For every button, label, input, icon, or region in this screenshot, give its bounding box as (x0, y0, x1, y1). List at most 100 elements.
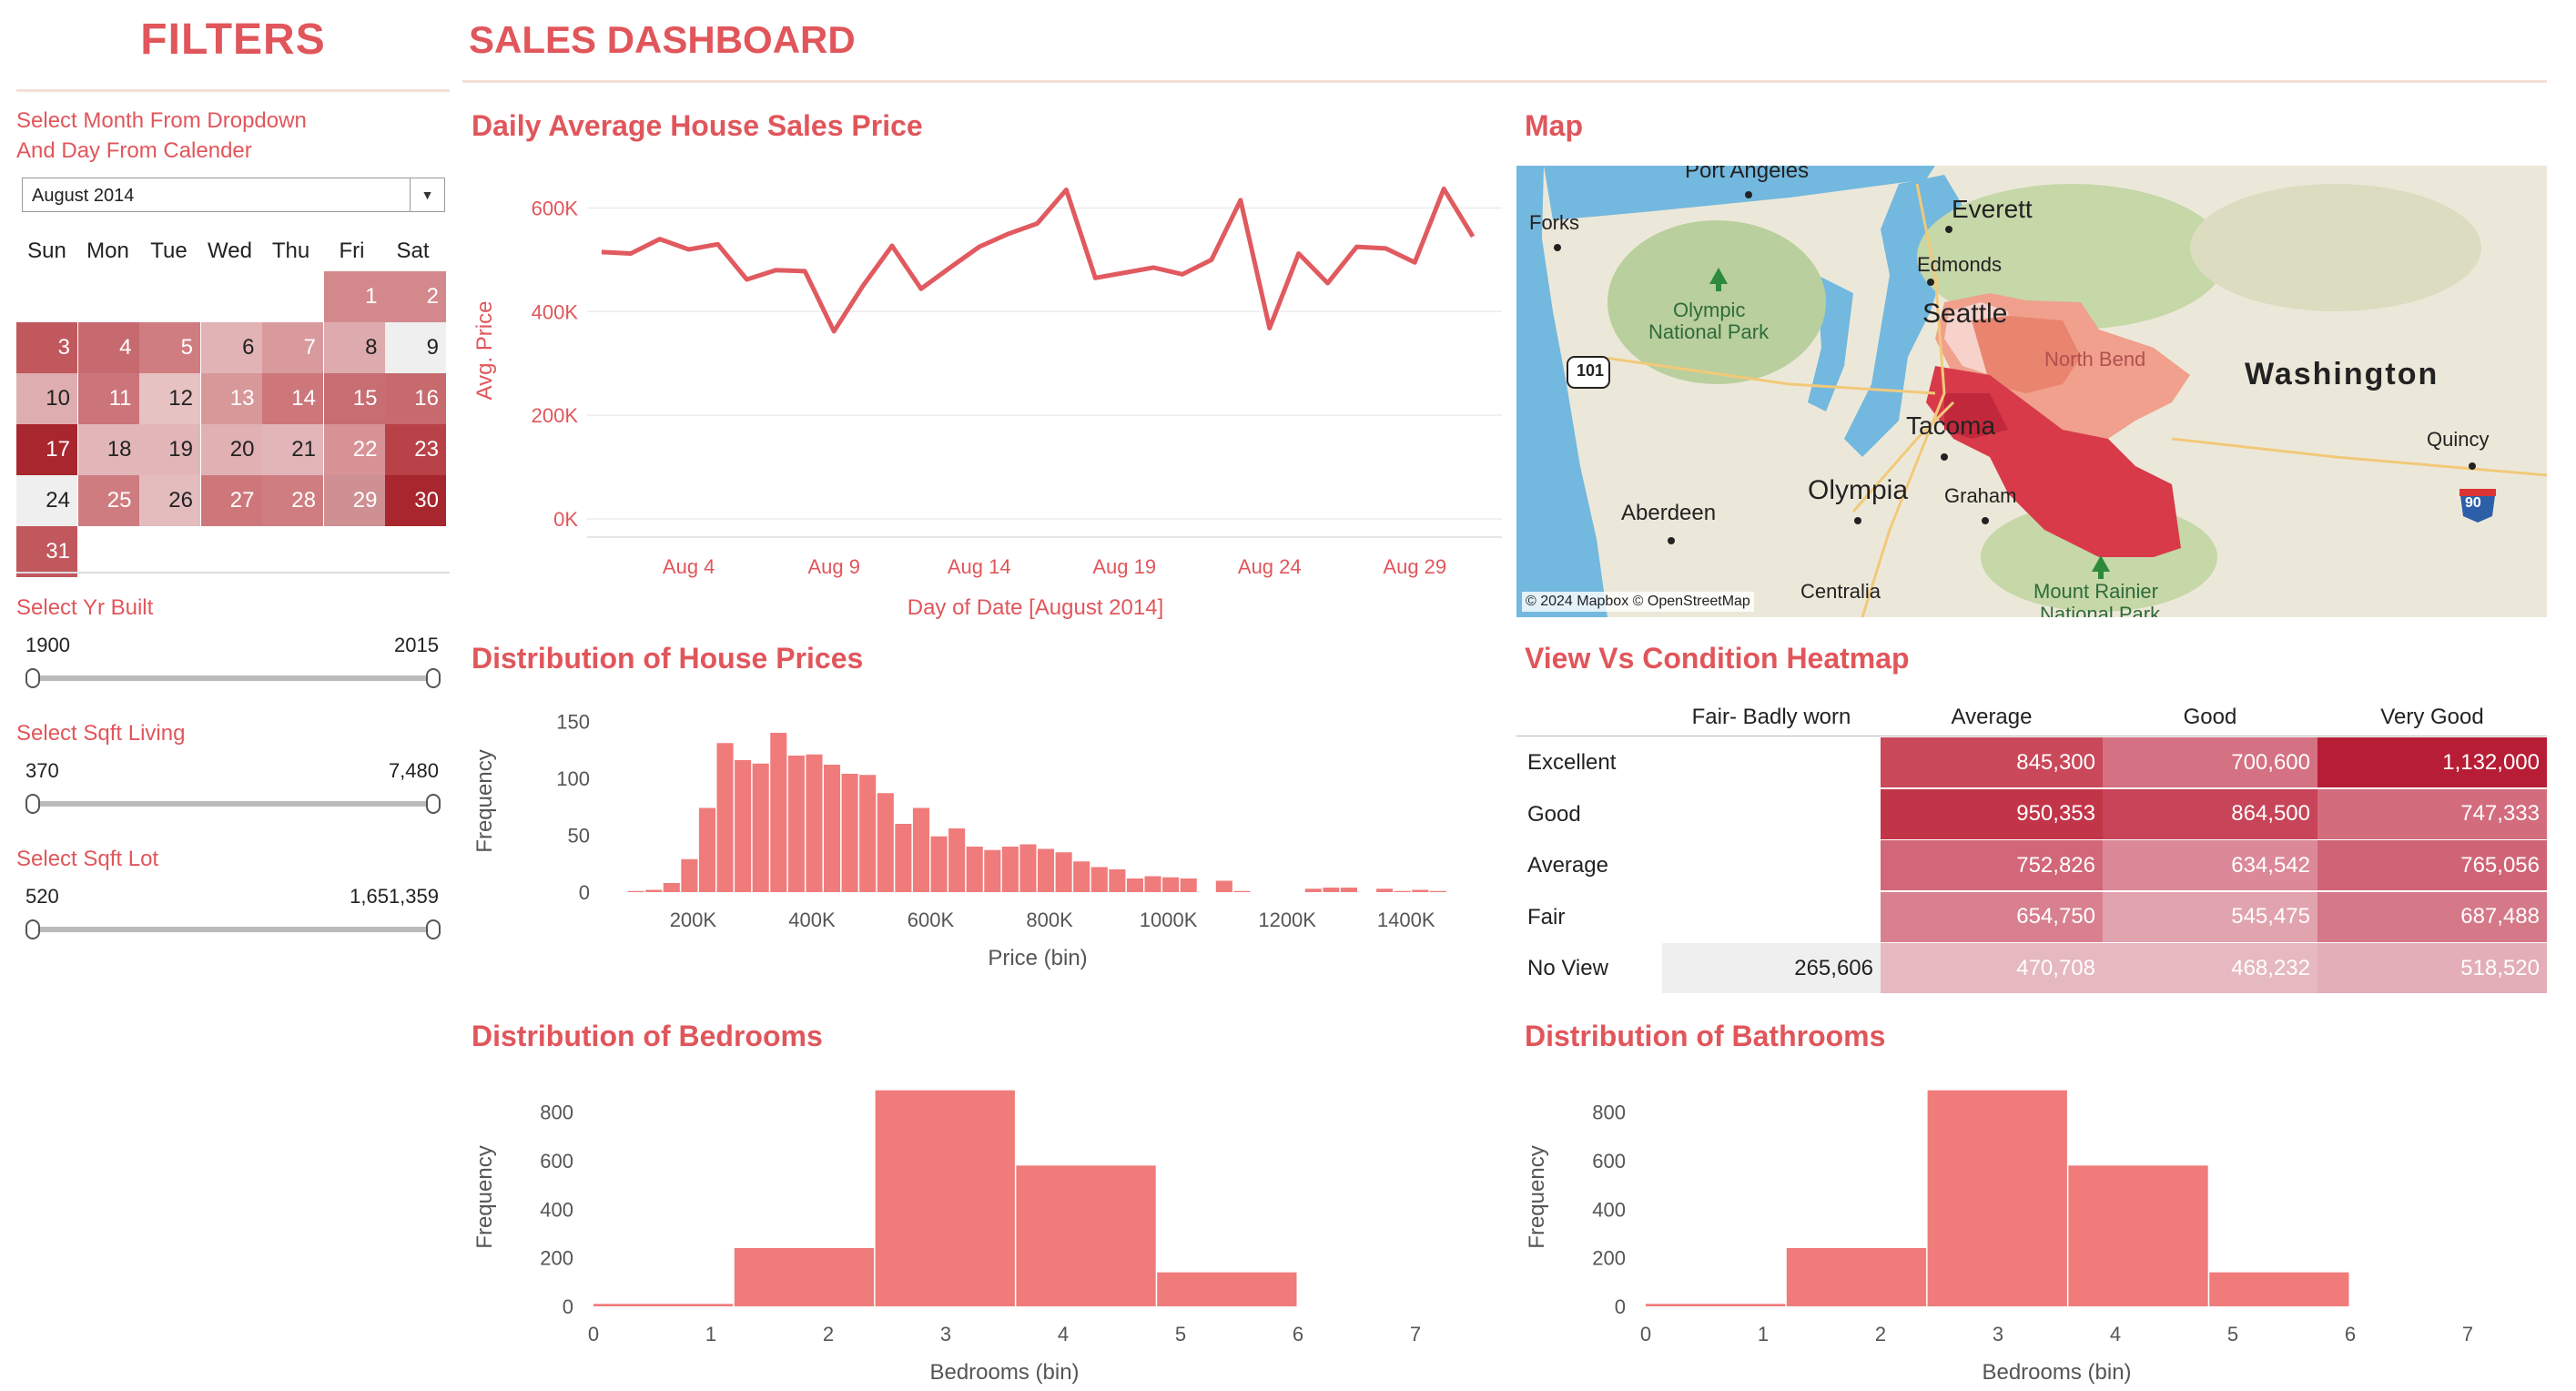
heatmap-cell[interactable]: 634,542 (2103, 840, 2317, 890)
histogram-bar[interactable] (698, 807, 715, 893)
histogram-bar[interactable] (984, 849, 1001, 892)
heatmap-cell[interactable]: 747,333 (2317, 788, 2547, 839)
price-distribution-histogram[interactable]: 150 100 50 0 200K 400K 600K 800K 1000K 1200K 1400K… (464, 683, 1511, 992)
histogram-bar[interactable] (806, 754, 823, 892)
histogram-bar[interactable] (1073, 861, 1090, 892)
heatmap-cell[interactable]: 265,606 (1662, 943, 1881, 993)
histogram-bar[interactable] (1157, 1272, 1297, 1306)
calendar-day-19[interactable]: 19 (139, 424, 200, 475)
histogram-bar[interactable] (875, 1090, 1015, 1306)
histogram-bar[interactable] (1016, 1165, 1156, 1306)
histogram-bar[interactable] (966, 847, 983, 892)
heatmap-cell[interactable] (1662, 788, 1881, 839)
histogram-bar[interactable] (593, 1304, 734, 1306)
slider-track[interactable] (33, 675, 433, 681)
heatmap-cell[interactable]: 687,488 (2317, 891, 2547, 942)
histogram-bar[interactable] (1126, 878, 1143, 892)
calendar-day-2[interactable]: 2 (385, 271, 446, 322)
calendar-day-23[interactable]: 23 (385, 424, 446, 475)
histogram-bar[interactable] (681, 858, 698, 892)
slider-min-handle[interactable] (25, 668, 40, 688)
map-attribution[interactable]: © 2024 Mapbox © OpenStreetMap (1522, 592, 1754, 612)
histogram-bar[interactable] (877, 793, 894, 892)
daily-average-price-line-chart[interactable]: 600K 400K 200K 0K Aug 4 Aug 9 Aug 14 Aug 19 Aug … (464, 155, 1511, 619)
slider-max-handle[interactable] (426, 794, 441, 814)
calendar-day-18[interactable]: 18 (77, 424, 139, 475)
histogram-bar[interactable] (1304, 888, 1322, 892)
histogram-bar[interactable] (735, 760, 752, 892)
calendar-day-21[interactable]: 21 (262, 424, 323, 475)
histogram-bar[interactable] (1162, 877, 1180, 892)
calendar-day-13[interactable]: 13 (200, 373, 262, 424)
bathrooms-histogram[interactable]: 800 600 400 200 00 1 2 3 4 5 6 7 Bedrooms (bin) Frequ… (1516, 1061, 2563, 1388)
heatmap-cell[interactable]: 1,132,000 (2317, 737, 2547, 787)
slider-track[interactable] (33, 927, 433, 932)
calendar-day-31[interactable]: 31 (16, 526, 77, 577)
calendar-day-6[interactable]: 6 (200, 322, 262, 373)
slider-max-handle[interactable] (426, 919, 441, 939)
slider-min-handle[interactable] (25, 794, 40, 814)
histogram-bar[interactable] (1412, 889, 1429, 893)
month-dropdown[interactable]: August 2014 ▼ (22, 178, 445, 212)
calendar-day-27[interactable]: 27 (200, 475, 262, 526)
calendar-day-14[interactable]: 14 (262, 373, 323, 424)
calendar-day-5[interactable]: 5 (139, 322, 200, 373)
heatmap-cell[interactable]: 545,475 (2103, 891, 2317, 942)
heatmap-cell[interactable]: 654,750 (1881, 891, 2103, 942)
histogram-bar[interactable] (841, 774, 858, 892)
calendar-day-12[interactable]: 12 (139, 373, 200, 424)
histogram-bar[interactable] (716, 743, 734, 892)
heatmap-cell[interactable]: 752,826 (1881, 840, 2103, 890)
histogram-bar[interactable] (859, 775, 877, 892)
heatmap-cell[interactable]: 700,600 (2103, 737, 2317, 787)
calendar-day-20[interactable]: 20 (200, 424, 262, 475)
bedrooms-histogram[interactable]: 800 600 400 200 00 1 2 3 4 5 6 7 Bedrooms (bin) Frequ… (464, 1061, 1511, 1388)
heatmap-cell[interactable]: 470,708 (1881, 943, 2103, 993)
calendar-day-11[interactable]: 11 (77, 373, 139, 424)
calendar-day-17[interactable]: 17 (16, 424, 77, 475)
calendar-day-15[interactable]: 15 (323, 373, 385, 424)
heatmap-cell[interactable] (1662, 840, 1881, 890)
calendar-day-4[interactable]: 4 (77, 322, 139, 373)
calendar-day-28[interactable]: 28 (262, 475, 323, 526)
slider-track[interactable] (33, 801, 433, 807)
heatmap-cell[interactable]: 845,300 (1881, 737, 2103, 787)
histogram-bar[interactable] (1109, 869, 1126, 892)
histogram-bar[interactable] (1180, 878, 1197, 892)
histogram-bar[interactable] (1927, 1090, 2067, 1306)
histogram-bar[interactable] (787, 756, 805, 892)
histogram-bar[interactable] (663, 883, 680, 892)
histogram-bar[interactable] (627, 890, 644, 892)
calendar-day-7[interactable]: 7 (262, 322, 323, 373)
calendar-day-1[interactable]: 1 (323, 271, 385, 322)
histogram-bar[interactable] (895, 824, 912, 892)
histogram-bar[interactable] (1376, 888, 1394, 892)
histogram-bar[interactable] (770, 733, 787, 892)
view-condition-heatmap[interactable]: Fair- Badly worn Average Good Very Good Exce… (1516, 701, 2547, 993)
histogram-bar[interactable] (1055, 852, 1072, 892)
heatmap-cell[interactable]: 468,232 (2103, 943, 2317, 993)
histogram-bar[interactable] (948, 828, 966, 892)
histogram-bar[interactable] (752, 763, 769, 892)
calendar-day-9[interactable]: 9 (385, 322, 446, 373)
calendar-day-10[interactable]: 10 (16, 373, 77, 424)
calendar-day-16[interactable]: 16 (385, 373, 446, 424)
calendar-day-8[interactable]: 8 (323, 322, 385, 373)
heatmap-cell[interactable]: 765,056 (2317, 840, 2547, 890)
slider-min-handle[interactable] (25, 919, 40, 939)
calendar-day-25[interactable]: 25 (77, 475, 139, 526)
price-line-series[interactable] (601, 186, 1476, 334)
histogram-bar[interactable] (2209, 1272, 2349, 1306)
calendar-day-30[interactable]: 30 (385, 475, 446, 526)
histogram-bar[interactable] (1144, 876, 1161, 893)
histogram-bar[interactable] (1233, 890, 1251, 892)
heatmap-cell[interactable] (1662, 737, 1881, 787)
heatmap-cell[interactable]: 950,353 (1881, 788, 2103, 839)
histogram-bar[interactable] (824, 765, 841, 892)
histogram-bar[interactable] (645, 889, 663, 893)
calendar-day-22[interactable]: 22 (323, 424, 385, 475)
calendar-day-26[interactable]: 26 (139, 475, 200, 526)
histogram-bar[interactable] (1394, 890, 1411, 892)
heatmap-cell[interactable] (1662, 891, 1881, 942)
histogram-bar[interactable] (2068, 1165, 2208, 1306)
